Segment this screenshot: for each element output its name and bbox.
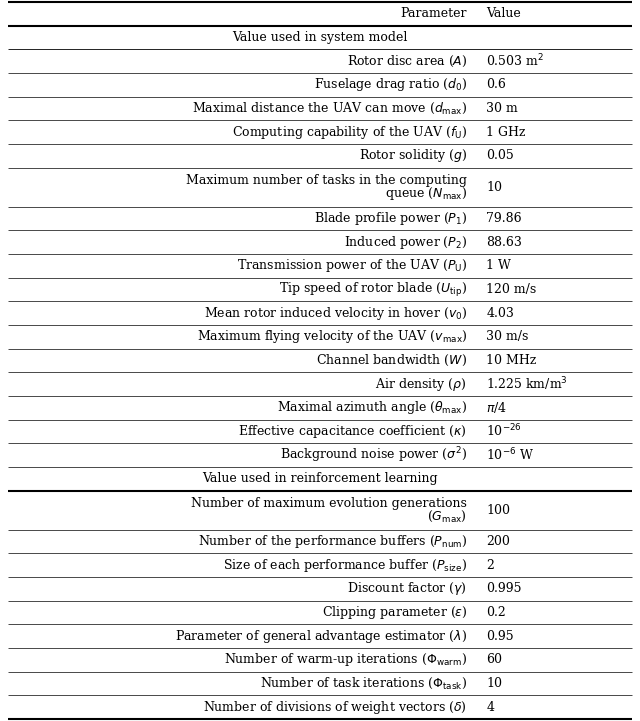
- Text: 1 GHz: 1 GHz: [486, 125, 526, 138]
- Text: Background noise power ($\sigma^2$): Background noise power ($\sigma^2$): [280, 446, 467, 465]
- Text: 1.225 km/m$^3$: 1.225 km/m$^3$: [486, 376, 568, 393]
- Text: Parameter: Parameter: [401, 7, 467, 20]
- Text: Tip speed of rotor blade ($U_\mathrm{tip}$): Tip speed of rotor blade ($U_\mathrm{tip…: [279, 280, 467, 298]
- Text: 0.95: 0.95: [486, 629, 514, 642]
- Text: 10$^{-26}$: 10$^{-26}$: [486, 423, 522, 440]
- Text: Transmission power of the UAV ($P_\mathrm{U}$): Transmission power of the UAV ($P_\mathr…: [237, 257, 467, 275]
- Text: 10 MHz: 10 MHz: [486, 354, 537, 367]
- Text: 10$^{-6}$ W: 10$^{-6}$ W: [486, 447, 534, 464]
- Text: Value used in system model: Value used in system model: [232, 31, 408, 44]
- Text: Effective capacitance coefficient ($\kappa$): Effective capacitance coefficient ($\kap…: [238, 423, 467, 440]
- Text: Size of each performance buffer ($P_\mathrm{size}$): Size of each performance buffer ($P_\mat…: [223, 557, 467, 574]
- Text: Number of maximum evolution generations: Number of maximum evolution generations: [191, 497, 467, 510]
- Text: Maximal azimuth angle ($\theta_\mathrm{max}$): Maximal azimuth angle ($\theta_\mathrm{m…: [277, 399, 467, 416]
- Text: Number of the performance buffers ($P_\mathrm{num}$): Number of the performance buffers ($P_\m…: [198, 533, 467, 550]
- Text: Number of warm-up iterations ($\Phi_\mathrm{warm}$): Number of warm-up iterations ($\Phi_\mat…: [224, 651, 467, 668]
- Text: 200: 200: [486, 535, 510, 548]
- Text: 0.2: 0.2: [486, 606, 506, 619]
- Text: 4.03: 4.03: [486, 306, 515, 319]
- Text: Number of task iterations ($\Phi_\mathrm{task}$): Number of task iterations ($\Phi_\mathrm…: [260, 676, 467, 691]
- Text: Parameter of general advantage estimator ($\lambda$): Parameter of general advantage estimator…: [175, 627, 467, 645]
- Text: Computing capability of the UAV ($f_\mathrm{U}$): Computing capability of the UAV ($f_\mat…: [232, 124, 467, 141]
- Text: 2: 2: [486, 559, 494, 572]
- Text: 30 m/s: 30 m/s: [486, 330, 529, 343]
- Text: ($G_\mathrm{max}$): ($G_\mathrm{max}$): [428, 509, 467, 524]
- Text: Maximal distance the UAV can move ($d_\mathrm{max}$): Maximal distance the UAV can move ($d_\m…: [192, 101, 467, 116]
- Text: 0.6: 0.6: [486, 79, 506, 92]
- Text: Air density ($\rho$): Air density ($\rho$): [376, 376, 467, 393]
- Text: 100: 100: [486, 503, 511, 517]
- Text: Discount factor ($\gamma$): Discount factor ($\gamma$): [348, 580, 467, 597]
- Text: 120 m/s: 120 m/s: [486, 283, 537, 296]
- Text: Value used in reinforcement learning: Value used in reinforcement learning: [202, 472, 438, 485]
- Text: Rotor solidity ($g$): Rotor solidity ($g$): [359, 147, 467, 164]
- Text: Fuselage drag ratio ($d_0$): Fuselage drag ratio ($d_0$): [314, 76, 467, 94]
- Text: Mean rotor induced velocity in hover ($v_0$): Mean rotor induced velocity in hover ($v…: [204, 305, 467, 322]
- Text: 10: 10: [486, 181, 502, 194]
- Text: 79.86: 79.86: [486, 212, 522, 225]
- Text: 10: 10: [486, 677, 502, 690]
- Text: 0.503 m$^2$: 0.503 m$^2$: [486, 53, 545, 70]
- Text: 88.63: 88.63: [486, 236, 522, 249]
- Text: Value: Value: [486, 7, 521, 20]
- Text: Number of divisions of weight vectors ($\delta$): Number of divisions of weight vectors ($…: [204, 699, 467, 715]
- Text: 0.05: 0.05: [486, 149, 514, 162]
- Text: Channel bandwidth ($W$): Channel bandwidth ($W$): [316, 353, 467, 368]
- Text: 4: 4: [486, 701, 494, 714]
- Text: Clipping parameter ($\epsilon$): Clipping parameter ($\epsilon$): [321, 604, 467, 621]
- Text: 0.995: 0.995: [486, 583, 522, 596]
- Text: queue ($N_\mathrm{max}$): queue ($N_\mathrm{max}$): [385, 185, 467, 203]
- Text: $\pi$/4: $\pi$/4: [486, 400, 508, 415]
- Text: 30 m: 30 m: [486, 102, 518, 115]
- Text: Maximum number of tasks in the computing: Maximum number of tasks in the computing: [186, 174, 467, 187]
- Text: Rotor disc area ($A$): Rotor disc area ($A$): [347, 54, 467, 68]
- Text: 60: 60: [486, 653, 502, 666]
- Text: Induced power ($P_2$): Induced power ($P_2$): [344, 234, 467, 251]
- Text: Maximum flying velocity of the UAV ($v_\mathrm{max}$): Maximum flying velocity of the UAV ($v_\…: [196, 328, 467, 345]
- Text: Blade profile power ($P_1$): Blade profile power ($P_1$): [314, 210, 467, 227]
- Text: 1 W: 1 W: [486, 260, 511, 273]
